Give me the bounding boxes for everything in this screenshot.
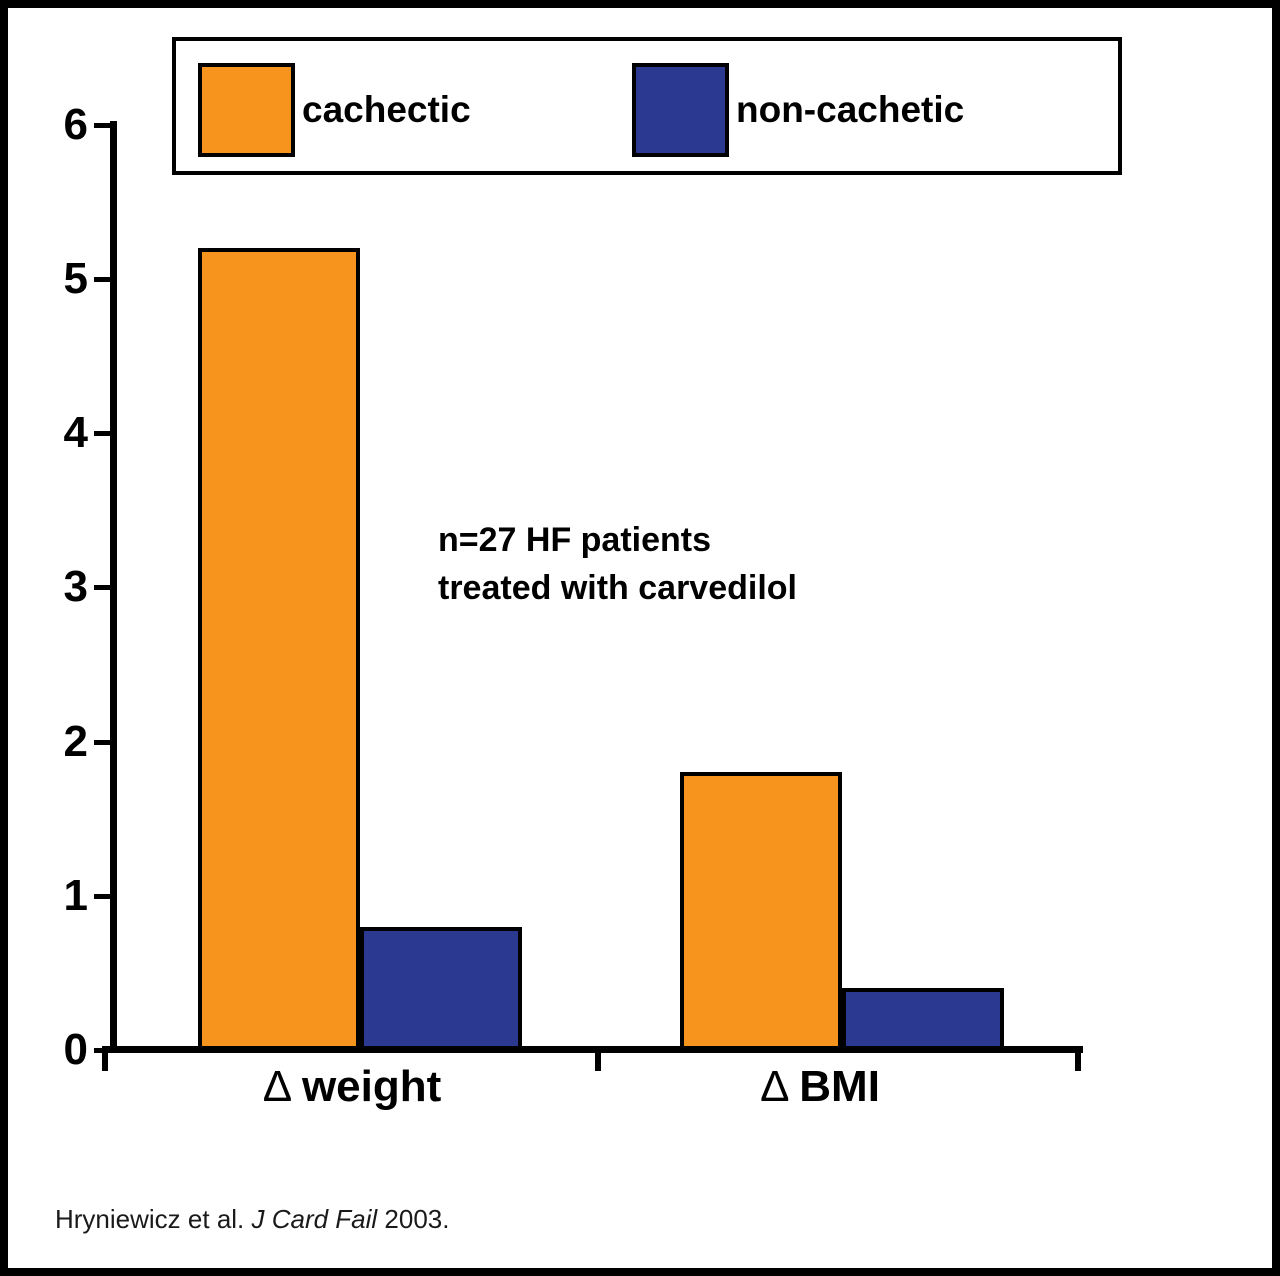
y-axis-tick-0: [94, 1048, 111, 1053]
citation: Hryniewicz et al. J Card Fail 2003.: [55, 1204, 450, 1234]
y-tick-label-1: 1: [63, 871, 88, 920]
legend-item-cachectic: cachectic: [198, 63, 471, 157]
y-tick-label-3: 3: [63, 562, 88, 611]
legend-swatch-non-cachetic: [632, 63, 729, 157]
x-axis-tick-0: [102, 1051, 108, 1071]
y-tick-label-0: 0: [63, 1025, 88, 1074]
bar-cachectic-group0: [198, 248, 360, 1050]
legend-label-non-cachetic: non-cachetic: [736, 89, 965, 130]
y-tick-label-6: 6: [63, 100, 88, 149]
delta-symbol: Δ: [760, 1062, 788, 1111]
annotation-line-1: n=27 HF patients: [438, 521, 712, 559]
x-category-label-bmi: Δ BMI: [760, 1062, 880, 1111]
x-category-label-weight: Δ weight: [262, 1062, 442, 1111]
x-axis-tick-2: [1075, 1051, 1081, 1071]
y-tick-label-2: 2: [63, 717, 88, 766]
citation-journal: J Card Fail: [251, 1204, 378, 1234]
y-tick-label-5: 5: [63, 254, 88, 303]
y-tick-label-4: 4: [63, 408, 88, 457]
y-axis-line: [110, 121, 117, 1053]
bar-cachectic-group1: [680, 772, 842, 1050]
delta-symbol: Δ: [262, 1062, 290, 1111]
x-axis-line: [102, 1046, 1083, 1053]
legend-swatch-cachectic: [198, 63, 295, 157]
y-axis-tick-5: [94, 277, 111, 282]
y-axis-tick-4: [94, 431, 111, 436]
annotation-text: n=27 HF patients treated with carvedilol: [438, 516, 797, 612]
y-axis-tick-1: [94, 894, 111, 899]
legend-item-non-cachetic: non-cachetic: [632, 63, 964, 157]
legend-label-cachectic: cachectic: [302, 89, 471, 130]
legend-box: cachectic non-cachetic: [172, 37, 1122, 175]
y-axis-tick-2: [94, 740, 111, 745]
x-axis-tick-1: [595, 1051, 601, 1071]
y-axis-tick-6: [94, 123, 111, 128]
bar-non-cachetic-group0: [360, 927, 522, 1050]
y-axis-tick-3: [94, 585, 111, 590]
bar-non-cachetic-group1: [842, 988, 1004, 1050]
annotation-line-2: treated with carvedilol: [438, 569, 797, 607]
